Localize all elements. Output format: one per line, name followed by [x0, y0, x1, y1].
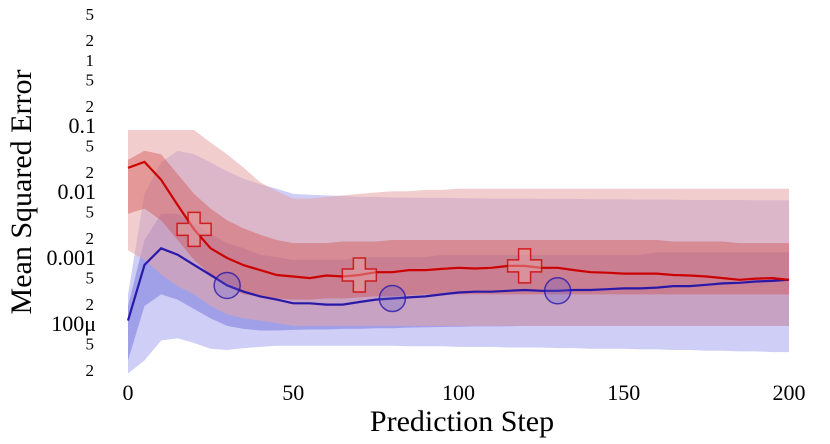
y-tick-label: 100μ: [51, 311, 96, 336]
x-tick-label: 200: [773, 380, 806, 405]
y-tick-label: 2: [86, 97, 95, 116]
y-tick-label: 1: [86, 51, 95, 70]
y-tick-label: 5: [86, 71, 95, 90]
y-tick-label: 5: [86, 137, 95, 156]
y-tick-label: 2: [86, 295, 95, 314]
y-tick-label: 5: [86, 5, 95, 24]
plus-marker: [341, 257, 378, 293]
circle-marker: [213, 271, 241, 300]
y-tick-label: 0.01: [58, 179, 97, 204]
y-axis-title: Mean Squared Error: [5, 70, 38, 315]
x-tick-label: 150: [607, 380, 640, 405]
y-tick-label: 2: [86, 31, 95, 50]
y-tick-label: 2: [86, 163, 95, 182]
x-tick-label: 0: [123, 380, 134, 405]
y-tick-label: 2: [86, 361, 95, 380]
y-tick-label: 0.001: [47, 245, 97, 270]
circle-marker: [543, 277, 572, 305]
median-line: [126, 247, 790, 321]
y-tick-label: 5: [86, 269, 95, 288]
y-tick-label: 5: [86, 203, 95, 222]
circle-marker: [378, 284, 407, 313]
inner-band: [128, 150, 789, 300]
plus-marker: [506, 248, 543, 284]
x-tick-label: 50: [282, 380, 304, 405]
y-tick-label: 5: [86, 335, 95, 354]
y-tick-label: 2: [86, 229, 95, 248]
y-tick-label: 0.1: [69, 113, 97, 138]
x-axis-title: Prediction Step: [370, 405, 554, 438]
plus-marker: [176, 211, 212, 248]
median-line: [127, 160, 790, 281]
x-tick-label: 100: [442, 380, 475, 405]
